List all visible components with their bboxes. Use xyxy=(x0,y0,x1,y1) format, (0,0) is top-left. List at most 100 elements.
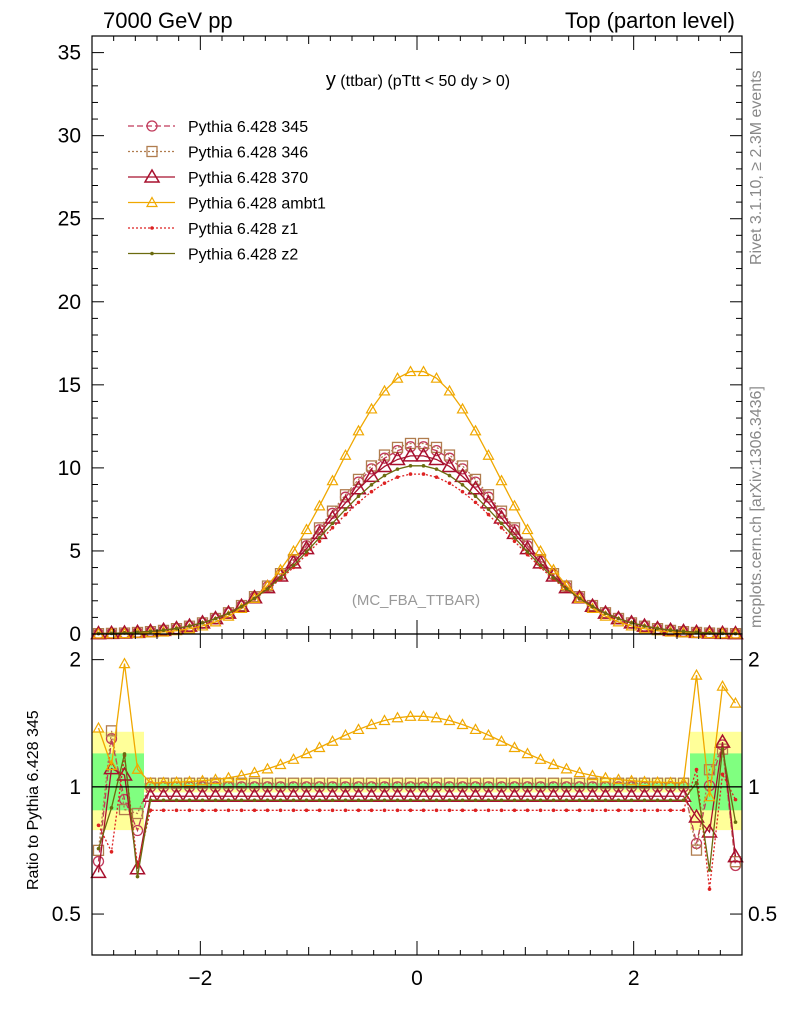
x-tick-label: −2 xyxy=(188,967,212,990)
ratio-point-ambt1 xyxy=(443,714,456,726)
ratio-point-ambt1 xyxy=(625,774,638,786)
data-point-p346 xyxy=(456,460,469,472)
ratio-point-ambt1 xyxy=(404,710,417,721)
data-point-z2 xyxy=(213,616,218,621)
data-point-z2 xyxy=(343,507,348,512)
ratio-point-z1 xyxy=(174,808,179,813)
ratio-point-ambt1 xyxy=(508,741,521,753)
data-point-z2 xyxy=(577,596,582,601)
ratio-point-ambt1 xyxy=(716,679,729,691)
ratio-band-green xyxy=(482,783,495,790)
ratio-point-z1 xyxy=(161,808,166,813)
data-point-z2 xyxy=(694,630,699,635)
data-point-z1 xyxy=(447,481,452,485)
ratio-point-z1 xyxy=(278,808,283,813)
ratio-point-z1 xyxy=(408,808,413,813)
ratio-band-green xyxy=(365,783,378,790)
ratio-point-ambt1 xyxy=(326,735,339,746)
plot-title-main: y xyxy=(326,69,336,91)
ratio-point-z2 xyxy=(395,798,400,802)
ratio-band-green xyxy=(430,783,443,790)
ratio-point-ambt1 xyxy=(547,758,560,770)
ratio-point-z1 xyxy=(369,808,374,813)
ratio-band-green xyxy=(612,783,625,790)
ratio-point-p346 xyxy=(92,844,105,857)
data-point-z2 xyxy=(369,482,374,487)
ratio-point-z2 xyxy=(213,798,218,802)
ratio-line-ambt1 xyxy=(97,663,737,797)
ratio-point-z2 xyxy=(733,820,738,824)
ratio-point-p346 xyxy=(703,764,716,776)
ratio-point-ambt1 xyxy=(300,747,313,759)
ratio-point-ambt1 xyxy=(313,741,326,753)
data-point-ambt1 xyxy=(547,563,560,575)
ratio-point-ambt1 xyxy=(274,758,287,770)
plot-title: y (ttbar) (pTtt < 50 dy > 0) xyxy=(326,69,510,91)
ratio-point-z1 xyxy=(291,808,296,813)
ratio-point-z1 xyxy=(720,772,725,777)
data-point-z2 xyxy=(317,535,322,540)
data-point-z2 xyxy=(421,464,426,468)
data-point-ambt1 xyxy=(430,371,443,383)
ratio-point-z2 xyxy=(434,798,439,802)
data-point-p346 xyxy=(482,489,495,501)
ratio-y-tick-label: 2 xyxy=(69,649,81,672)
legend-label-p346: Pythia 6.428 346 xyxy=(188,145,308,162)
plot-title-sub: (ttbar) (pTtt < 50 dy > 0) xyxy=(336,73,510,90)
data-point-z1 xyxy=(408,472,413,476)
ratio-point-p346 xyxy=(690,844,703,856)
ratio-point-z1 xyxy=(395,808,400,813)
ratio-line-z2 xyxy=(97,748,737,877)
ratio-point-z2 xyxy=(304,798,309,802)
ratio-point-ambt1 xyxy=(365,718,378,730)
ratio-band-green xyxy=(417,783,430,790)
data-point-z2 xyxy=(447,473,452,478)
watermark: (MC_FBA_TTBAR) xyxy=(352,592,480,609)
data-point-z2 xyxy=(252,596,257,601)
ratio-point-z2 xyxy=(382,798,387,802)
ratio-point-ambt1 xyxy=(235,769,248,781)
data-point-z1 xyxy=(486,512,491,517)
data-point-z2 xyxy=(304,550,309,554)
header-left: 7000 GeV pp xyxy=(103,8,233,33)
data-point-z1 xyxy=(382,481,387,485)
ratio-band-green xyxy=(677,783,690,790)
ratio-point-z2 xyxy=(408,798,413,802)
data-point-p370 xyxy=(350,480,367,495)
legend-label-z2: Pythia 6.428 z2 xyxy=(188,247,298,264)
ratio-point-z1 xyxy=(655,808,660,813)
ratio-point-z2 xyxy=(174,798,179,802)
axes-group: 0 5 10 15 20 25 30 35 0.5 0.5 1 1 2 2 −2 0 2 xyxy=(52,35,777,990)
ratio-point-z2 xyxy=(447,798,452,802)
ratio-point-z1 xyxy=(629,808,634,813)
ratio-point-z1 xyxy=(200,808,205,813)
ratio-band-green xyxy=(131,753,144,811)
ratio-point-ambt1 xyxy=(690,668,703,680)
ratio-point-z2 xyxy=(187,798,192,802)
header-right: Top (parton level) xyxy=(565,8,735,33)
data-point-p370 xyxy=(363,467,380,483)
ratio-point-z2 xyxy=(200,798,205,802)
ratio-point-z1 xyxy=(317,808,322,813)
ratio-point-z2 xyxy=(473,798,478,802)
ratio-point-z2 xyxy=(525,798,530,802)
legend-marker-p370 xyxy=(143,168,161,183)
data-point-z2 xyxy=(226,611,231,616)
data-point-ambt1 xyxy=(612,615,625,627)
ratio-point-z1 xyxy=(252,808,257,813)
ratio-point-z1 xyxy=(447,808,452,813)
data-point-z2 xyxy=(382,473,387,478)
ratio-point-ambt1 xyxy=(430,711,443,723)
ratio-band-green xyxy=(495,783,508,790)
data-point-z2 xyxy=(564,587,569,591)
data-point-ambt1 xyxy=(521,523,534,535)
ratio-band-green xyxy=(300,783,313,790)
ratio-point-z2 xyxy=(707,868,712,872)
data-point-z2 xyxy=(239,604,244,609)
data-point-ambt1 xyxy=(469,424,482,436)
ratio-point-z1 xyxy=(538,808,543,813)
ratio-point-ambt1 xyxy=(586,769,599,781)
ratio-y-tick-label-right: 0.5 xyxy=(748,903,777,926)
data-point-z2 xyxy=(265,587,270,591)
data-point-z1 xyxy=(421,472,426,476)
